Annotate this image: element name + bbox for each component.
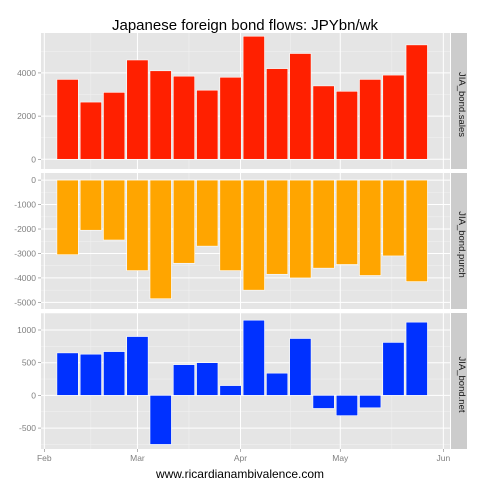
bar-JIA_bond.net-12 [335,395,358,416]
bar-JIA_bond.net-7 [219,385,242,396]
x-tick-label: Feb [37,453,52,463]
bar-JIA_bond.sales-15 [405,44,428,160]
bar-JIA_bond.sales-0 [56,79,79,160]
x-tick-label: May [332,453,349,463]
bar-JIA_bond.sales-2 [103,92,126,160]
bar-JIA_bond.net-3 [126,336,149,396]
y-tick-label: 0 [31,175,36,185]
bar-JIA_bond.purch-11 [312,179,335,269]
bar-JIA_bond.net-9 [266,372,289,396]
bar-JIA_bond.purch-8 [242,179,265,291]
facet-panel-2: -500 0 500 1000 JIA_bond.net [17,313,467,449]
source-credit: www.ricardianambivalence.com [155,467,324,480]
y-tick-label: -5000 [14,297,36,307]
bar-JIA_bond.sales-9 [266,68,289,160]
bar-JIA_bond.purch-5 [172,179,195,264]
bar-JIA_bond.net-8 [242,319,265,396]
x-tick-label: Apr [234,453,247,463]
x-axis: Feb Mar Apr May Jun [37,449,450,463]
bar-JIA_bond.sales-13 [359,79,382,160]
bar-JIA_bond.purch-12 [335,179,358,265]
bar-JIA_bond.purch-9 [266,179,289,275]
y-tick-label: 0 [31,390,36,400]
bar-JIA_bond.purch-6 [196,179,219,247]
bar-JIA_bond.sales-10 [289,53,312,160]
bar-JIA_bond.purch-13 [359,179,382,276]
y-tick-label: -4000 [14,273,36,283]
bar-JIA_bond.net-11 [312,395,335,409]
bar-JIA_bond.purch-2 [103,179,126,241]
bar-JIA_bond.sales-7 [219,76,242,160]
facet-strip [451,173,467,309]
bar-JIA_bond.purch-0 [56,179,79,255]
bar-JIA_bond.net-4 [149,395,172,445]
bar-JIA_bond.sales-6 [196,89,219,160]
y-tick-label: -1000 [14,200,36,210]
bar-JIA_bond.sales-8 [242,35,265,160]
bar-JIA_bond.sales-14 [382,74,405,160]
bar-JIA_bond.net-2 [103,351,126,396]
bar-JIA_bond.sales-1 [79,101,102,160]
bar-JIA_bond.sales-12 [335,90,358,160]
facet-strip-label: JIA_bond.purch [456,211,467,278]
bar-JIA_bond.net-14 [382,342,405,396]
y-tick-label: 2000 [17,111,36,121]
y-tick-label: 0 [31,154,36,164]
bar-JIA_bond.purch-15 [405,179,428,282]
bar-JIA_bond.net-6 [196,362,219,396]
y-tick-label: -2000 [14,224,36,234]
y-tick-label: 4000 [17,68,36,78]
bar-JIA_bond.net-0 [56,352,79,396]
bar-JIA_bond.purch-14 [382,179,405,257]
bar-JIA_bond.purch-4 [149,179,172,300]
bar-JIA_bond.purch-1 [79,179,102,231]
y-tick-label: -500 [19,423,36,433]
chart-title: Japanese foreign bond flows: JPYbn/wk [112,17,378,34]
facet-strip-label: JIA_bond.net [456,357,467,413]
x-tick-label: Jun [436,453,450,463]
bar-JIA_bond.sales-11 [312,85,335,160]
bar-JIA_bond.net-1 [79,353,102,396]
y-tick-label: 500 [22,358,36,368]
bar-JIA_bond.sales-3 [126,59,149,160]
bar-JIA_bond.net-10 [289,338,312,396]
bar-JIA_bond.purch-3 [126,179,149,271]
y-tick-label: -3000 [14,248,36,258]
bar-JIA_bond.net-5 [172,364,195,396]
bar-JIA_bond.sales-5 [172,75,195,160]
facet-panel-1: -5000 -4000 -3000 -2000 -1000 0 JIA_bond.purch [14,173,467,309]
x-tick-label: Mar [130,453,145,463]
y-tick-label: 1000 [17,325,36,335]
facet-strip [451,313,467,449]
bar-JIA_bond.purch-10 [289,179,312,279]
bar-JIA_bond.sales-4 [149,70,172,160]
facet-panel-0: 0 2000 4000 JIA_bond.sales [17,33,467,169]
bar-JIA_bond.purch-7 [219,179,242,271]
facet-strip-label: JIA_bond.sales [456,72,467,137]
bar-JIA_bond.net-13 [359,395,382,409]
bar-JIA_bond.net-15 [405,321,428,396]
facet-strip [451,33,467,169]
